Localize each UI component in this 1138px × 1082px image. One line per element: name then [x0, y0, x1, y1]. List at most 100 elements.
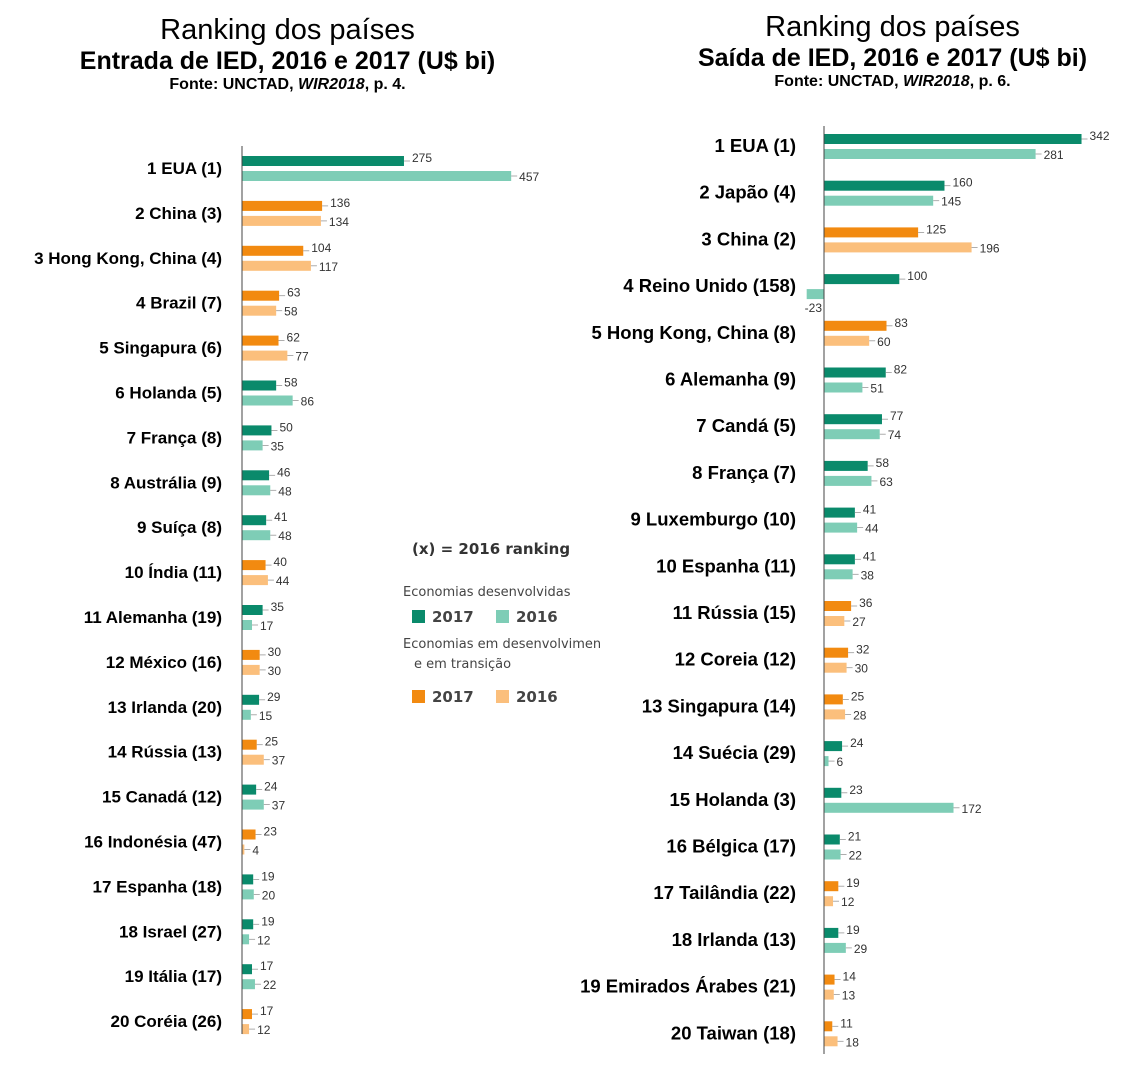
outflow-category-label: 4 Reino Unido (158) [623, 275, 796, 296]
outflow-bar-2017 [824, 647, 849, 658]
outflow-bar-2016 [824, 569, 853, 580]
outflow-bar-2016 [824, 522, 858, 533]
inflow-bar-2017 [242, 156, 404, 166]
outflow-value-2016: 63 [879, 475, 893, 489]
outflow-value-2016: 38 [861, 568, 875, 582]
right-source-prefix: Fonte: UNCTAD, [774, 73, 903, 90]
inflow-bar-2017 [242, 874, 254, 885]
right-chart-source: Fonte: UNCTAD, WIR2018, p. 6. [640, 73, 1138, 91]
left-chart-header: Ranking dos países Entrada de IED, 2016 … [40, 14, 535, 94]
inflow-value-2016: 86 [301, 395, 315, 409]
outflow-value-2017: 41 [863, 503, 877, 517]
outflow-bar-2016 [824, 662, 847, 673]
outflow-bar-2016 [824, 149, 1036, 159]
outflow-value-2016: -23 [805, 301, 823, 315]
outflow-category-label: 7 Candá (5) [696, 415, 796, 436]
inflow-category-label: 4 Brazil (7) [136, 294, 222, 313]
outflow-value-2017: 19 [846, 876, 860, 890]
inflow-bar-2017 [242, 425, 272, 436]
inflow-value-2017: 40 [274, 555, 288, 569]
inflow-value-2016: 15 [259, 709, 273, 723]
inflow-bar-2016 [242, 1024, 250, 1035]
outflow-bar-2017 [824, 367, 886, 378]
outflow-bar-2016 [824, 242, 972, 253]
inflow-bar-2017 [242, 605, 263, 615]
inflow-category-label: 13 Irlanda (20) [108, 698, 222, 717]
inflow-value-2017: 19 [261, 914, 275, 928]
outflow-bar-2016 [824, 429, 880, 440]
outflow-category-label: 11 Rússia (15) [673, 602, 796, 623]
legend-group-developed: Economias desenvolvidas [403, 585, 571, 600]
outflow-bar-2017 [824, 134, 1082, 144]
outflow-bar-2017 [824, 274, 900, 285]
outflow-value-2016: 281 [1044, 148, 1064, 162]
inflow-bar-2017 [242, 919, 254, 930]
outflow-value-2016: 145 [941, 195, 961, 209]
inflow-value-2017: 23 [264, 825, 278, 839]
legend-label-developing-2016: 2016 [516, 688, 558, 706]
inflow-category-label: 11 Alemanha (19) [84, 608, 222, 627]
outflow-value-2017: 100 [907, 269, 927, 283]
inflow-bar-2016 [242, 934, 250, 945]
inflow-category-label: 10 Índia (11) [125, 563, 222, 582]
left-source-prefix: Fonte: UNCTAD, [169, 76, 298, 93]
inflow-value-2016: 134 [329, 215, 349, 229]
inflow-category-label: 12 México (16) [106, 653, 222, 672]
outflow-category-label: 13 Singapura (14) [642, 695, 796, 716]
inflow-value-2017: 41 [274, 510, 288, 524]
outflow-bar-2016 [824, 475, 872, 486]
outflow-value-2016: 196 [980, 241, 1000, 255]
outflow-value-2017: 21 [848, 830, 862, 844]
right-chart-title: Ranking dos países [765, 11, 1020, 43]
inflow-bar-2017 [242, 1009, 253, 1020]
outflow-bar-2016 [824, 849, 841, 860]
inflow-bar-2016 [242, 171, 512, 181]
inflow-category-label: 1 EUA (1) [147, 159, 222, 178]
outflow-value-2017: 24 [850, 736, 864, 750]
inflow-value-2016: 12 [257, 933, 271, 947]
outflow-value-2017: 82 [894, 363, 908, 377]
outflow-bar-2016 [824, 195, 934, 206]
inflow-bar-2017 [242, 515, 267, 526]
outflow-category-label: 3 China (2) [701, 228, 796, 249]
outflow-value-2017: 342 [1090, 129, 1110, 143]
outflow-category-label: 19 Emirados Árabes (21) [580, 976, 796, 997]
outflow-value-2017: 77 [890, 409, 904, 423]
legend-group-developing-1: Economias em desenvolvimen [403, 637, 600, 652]
inflow-bar-2016 [242, 844, 245, 855]
inflow-bar-2016 [242, 620, 253, 630]
outflow-bar-2016 [824, 942, 846, 953]
right-chart-header: Ranking dos países Saída de IED, 2016 e … [640, 11, 1138, 91]
inflow-value-2017: 104 [311, 241, 331, 255]
inflow-category-label: 3 Hong Kong, China (4) [34, 249, 222, 268]
outflow-bar-2016 [806, 289, 824, 300]
legend-developed-2016: 2016 [496, 608, 558, 626]
inflow-bar-2017 [242, 335, 279, 346]
inflow-value-2016: 37 [272, 799, 286, 813]
legend-developed-2017: 2017 [412, 608, 474, 626]
outflow-bar-2016 [824, 382, 863, 393]
inflow-bar-2016 [242, 709, 251, 720]
inflow-bar-2017 [242, 200, 323, 211]
inflow-bar-2016 [242, 260, 311, 271]
inflow-value-2016: 35 [271, 439, 285, 453]
outflow-category-label: 5 Hong Kong, China (8) [591, 322, 796, 343]
inflow-value-2017: 25 [265, 735, 279, 749]
inflow-bar-2016 [242, 979, 255, 990]
inflow-category-label: 5 Singapura (6) [99, 339, 222, 358]
outflow-bar-2017 [824, 507, 855, 518]
outflow-bar-2017 [824, 227, 919, 238]
inflow-value-2017: 136 [330, 196, 350, 210]
legend-developing-2016: 2016 [496, 688, 558, 706]
outflow-value-2017: 36 [859, 596, 873, 610]
legend-ranking-note: (x) = 2016 ranking [412, 540, 571, 558]
legend-label-developed-2016: 2016 [516, 608, 558, 626]
outflow-value-2017: 23 [849, 783, 863, 797]
inflow-bar-2017 [242, 290, 280, 301]
outflow-value-2016: 13 [842, 989, 856, 1003]
outflow-value-2016: 22 [849, 849, 863, 863]
outflow-bar-2016 [824, 335, 870, 346]
outflow-value-2017: 41 [863, 549, 877, 563]
inflow-value-2016: 117 [319, 260, 338, 274]
